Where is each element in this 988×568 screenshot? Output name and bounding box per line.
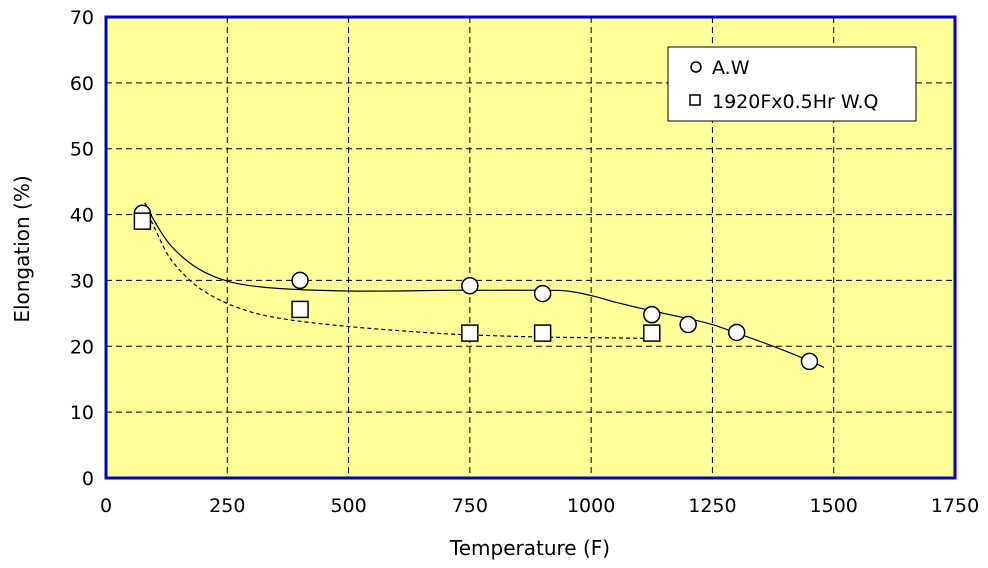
aw-data-point [291,271,309,290]
aw-data-point [727,323,746,342]
legend-label-aw: A.W [712,57,750,79]
tick-labels: 0 250 500 750 1000 1250 1500 1750 0 10 20 30 40 50 60 7… [70,7,979,517]
y-tick-label: 30 [70,270,94,292]
aw-data-point [461,276,479,295]
wq-trend-line [144,207,652,339]
grid-lines [106,17,955,478]
legend-circle-marker [690,61,702,73]
y-tick-label: 70 [70,7,94,29]
data-markers [133,204,819,371]
y-tick-label: 40 [70,205,94,227]
wq-data-point [533,324,552,342]
y-tick-label: 0 [82,468,94,490]
aw-data-point [643,305,661,324]
y-tick-label: 60 [70,73,94,95]
legend-label-wq: 1920Fx0.5Hr W.Q [712,91,878,113]
wq-data-point [643,324,661,342]
y-tick-label: 20 [70,336,94,358]
aw-data-point [800,352,819,371]
wq-data-point [461,324,479,342]
wq-data-point [133,212,152,230]
y-tick-label: 10 [70,402,94,424]
x-tick-label: 1500 [810,495,858,517]
legend-box [667,46,917,122]
x-tick-label: 500 [330,495,366,517]
x-tick-label: 1250 [688,495,736,517]
legend: A.W 1920Fx0.5Hr W.Q [667,46,917,122]
plot-border [104,15,957,480]
legend-square-marker [689,94,701,106]
x-axis-label: Temperature (F) [449,536,610,560]
y-axis-label: Elongation (%) [10,175,34,322]
x-tick-label: 0 [100,495,112,517]
x-tick-label: 750 [452,495,488,517]
y-tick-label: 50 [70,139,94,161]
x-tick-label: 250 [209,495,245,517]
x-tick-label: 1750 [931,495,979,517]
aw-data-point [533,284,552,303]
x-tick-label: 1000 [567,495,615,517]
wq-data-point [291,300,309,319]
aw-data-point [679,315,697,334]
